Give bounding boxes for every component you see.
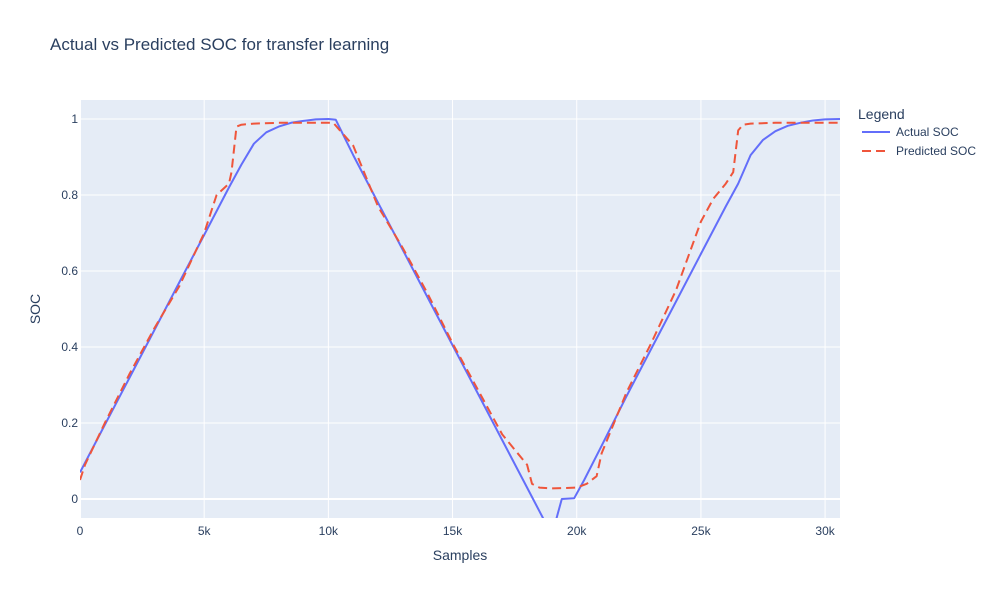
legend-title: Legend xyxy=(858,106,905,122)
plot-background xyxy=(80,100,840,518)
y-tick-label: 0.8 xyxy=(61,188,78,202)
y-tick-label: 0.4 xyxy=(61,340,78,354)
y-tick-label: 0.2 xyxy=(61,416,78,430)
x-tick-label: 10k xyxy=(319,524,339,538)
y-tick-label: 0 xyxy=(71,492,78,506)
x-tick-label: 15k xyxy=(443,524,463,538)
x-tick-label: 20k xyxy=(567,524,587,538)
legend-label: Predicted SOC xyxy=(896,144,976,158)
y-axis-label: SOC xyxy=(27,294,43,324)
series-line-actual-soc xyxy=(80,118,840,518)
x-tick-label: 25k xyxy=(691,524,711,538)
y-tick-label: 1 xyxy=(71,112,78,126)
tick-labels: 0 5k 10k 15k 20k 25k 30k 0 0.2 0.4 0.6 0.8 1 xyxy=(61,112,835,538)
chart-title: Actual vs Predicted SOC for transfer lea… xyxy=(50,35,389,54)
legend[interactable]: Legend Actual SOC Predicted SOC xyxy=(858,106,976,158)
series-line-predicted-soc xyxy=(80,121,840,490)
x-tick-label: 0 xyxy=(77,524,84,538)
series-lines xyxy=(80,118,840,518)
x-tick-label: 30k xyxy=(815,524,835,538)
grid-lines xyxy=(79,100,840,518)
legend-item-predicted-soc[interactable]: Predicted SOC xyxy=(862,144,976,158)
legend-item-actual-soc[interactable]: Actual SOC xyxy=(862,125,959,139)
x-tick-label: 5k xyxy=(198,524,212,538)
y-tick-label: 0.6 xyxy=(61,264,78,278)
legend-label: Actual SOC xyxy=(896,125,959,139)
x-axis-label: Samples xyxy=(433,547,487,563)
